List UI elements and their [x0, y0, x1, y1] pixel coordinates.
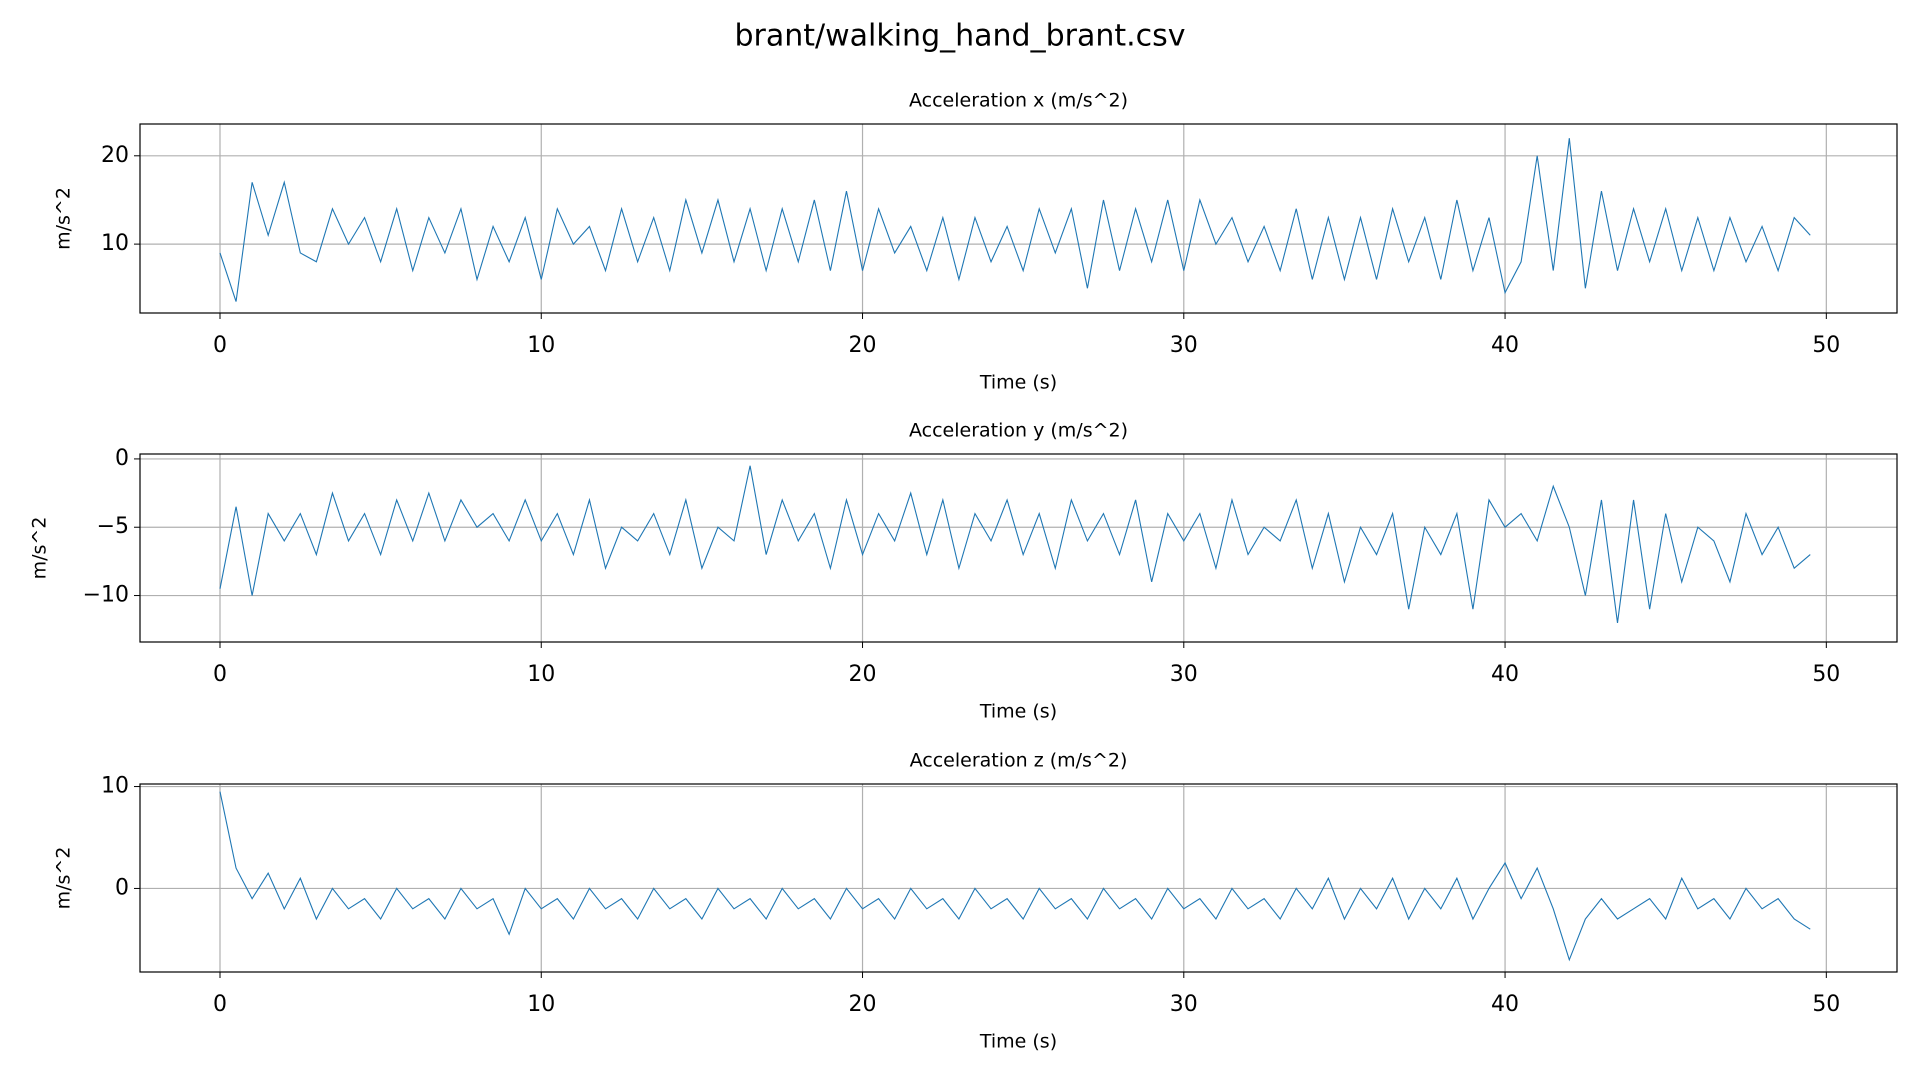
x-tick-label: 50: [1812, 992, 1840, 1017]
line-series: [219, 791, 1811, 962]
line-series: [219, 138, 1811, 302]
x-tick-label: 20: [849, 662, 877, 687]
line-series: [219, 465, 1811, 623]
x-axis-label: Time (s): [979, 372, 1057, 394]
x-tick-label: 20: [849, 992, 877, 1017]
y-tick-label: 20: [101, 143, 129, 168]
x-tick-label: 40: [1491, 333, 1519, 358]
subplot-title: Acceleration x (m/s^2): [909, 90, 1128, 112]
axes-frame: [139, 123, 1898, 314]
x-tick-label: 0: [213, 662, 227, 687]
axes-frame: [139, 453, 1898, 643]
figure-title: brant/walking_hand_brant.csv: [734, 19, 1185, 54]
y-tick-label: 0: [115, 875, 129, 900]
x-tick-label: 10: [527, 992, 555, 1017]
y-axis-label: m/s^2: [53, 847, 75, 910]
x-tick-label: 0: [213, 333, 227, 358]
x-tick-label: 40: [1491, 662, 1519, 687]
x-tick-label: 30: [1170, 333, 1198, 358]
x-axis-label: Time (s): [979, 1031, 1057, 1053]
y-tick-label: 10: [101, 774, 129, 799]
subplot-title: Acceleration y (m/s^2): [909, 420, 1128, 442]
x-tick-label: 50: [1812, 662, 1840, 687]
x-tick-label: 10: [527, 333, 555, 358]
y-tick-label: 10: [101, 231, 129, 256]
y-axis-label: m/s^2: [29, 517, 51, 580]
y-axis-label: m/s^2: [53, 187, 75, 250]
axes-frame: [139, 783, 1898, 973]
x-tick-label: 50: [1812, 333, 1840, 358]
x-tick-label: 30: [1170, 992, 1198, 1017]
x-tick-label: 20: [849, 333, 877, 358]
y-tick-label: −5: [97, 514, 129, 539]
x-tick-label: 40: [1491, 992, 1519, 1017]
y-tick-label: −10: [83, 583, 129, 608]
x-tick-label: 30: [1170, 662, 1198, 687]
y-tick-label: 0: [115, 446, 129, 471]
x-tick-label: 10: [527, 662, 555, 687]
x-tick-label: 0: [213, 992, 227, 1017]
subplot-title: Acceleration z (m/s^2): [910, 750, 1128, 772]
x-axis-label: Time (s): [979, 701, 1057, 723]
